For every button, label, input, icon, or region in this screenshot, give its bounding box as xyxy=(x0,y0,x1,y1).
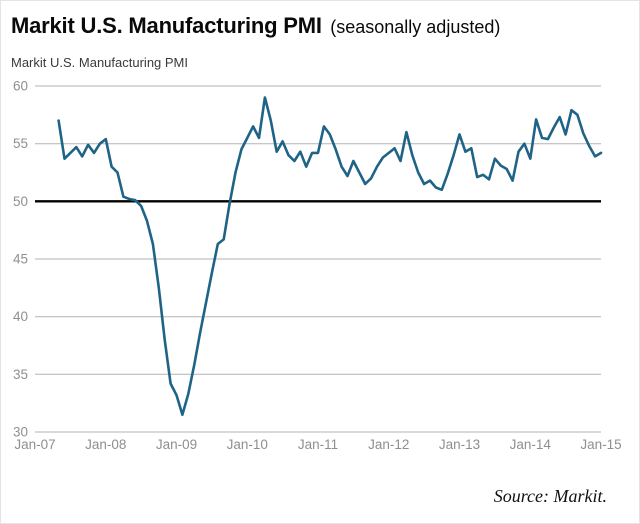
svg-text:Jan-09: Jan-09 xyxy=(156,437,197,452)
svg-text:Jan-14: Jan-14 xyxy=(510,437,552,452)
svg-text:30: 30 xyxy=(13,425,28,440)
svg-text:35: 35 xyxy=(13,367,28,382)
svg-text:40: 40 xyxy=(13,309,28,324)
pmi-series-line xyxy=(57,96,603,416)
svg-text:Jan-11: Jan-11 xyxy=(298,437,338,452)
svg-text:Jan-10: Jan-10 xyxy=(227,437,268,452)
series-label: Markit U.S. Manufacturing PMI xyxy=(11,55,188,70)
svg-text:Jan-12: Jan-12 xyxy=(368,437,409,452)
page: Markit U.S. Manufacturing PMI (seasonall… xyxy=(1,1,639,506)
chart-area: 30 35 40 45 50 55 60 Jan-07 Jan-08 Jan-09 Jan-10 Ja… xyxy=(5,72,639,459)
svg-text:Jan-08: Jan-08 xyxy=(85,437,126,452)
svg-text:60: 60 xyxy=(13,79,28,94)
x-axis-labels: Jan-07 Jan-08 Jan-09 Jan-10 Jan-11 Jan-12 Jan-… xyxy=(14,437,621,452)
y-axis-labels: 30 35 40 45 50 55 60 xyxy=(13,79,28,440)
svg-text:50: 50 xyxy=(13,194,28,209)
svg-text:Jan-13: Jan-13 xyxy=(439,437,480,452)
chart-title: Markit U.S. Manufacturing PMI xyxy=(11,13,322,38)
chart-title-suffix: (seasonally adjusted) xyxy=(330,17,501,37)
svg-text:Jan-07: Jan-07 xyxy=(14,437,55,452)
gridlines xyxy=(35,85,601,433)
svg-text:Jan-15: Jan-15 xyxy=(580,437,621,452)
svg-text:55: 55 xyxy=(13,136,28,151)
svg-text:45: 45 xyxy=(13,252,28,267)
source-credit: Source: Markit. xyxy=(493,486,607,506)
chart-header: Markit U.S. Manufacturing PMI (seasonall… xyxy=(1,1,639,39)
